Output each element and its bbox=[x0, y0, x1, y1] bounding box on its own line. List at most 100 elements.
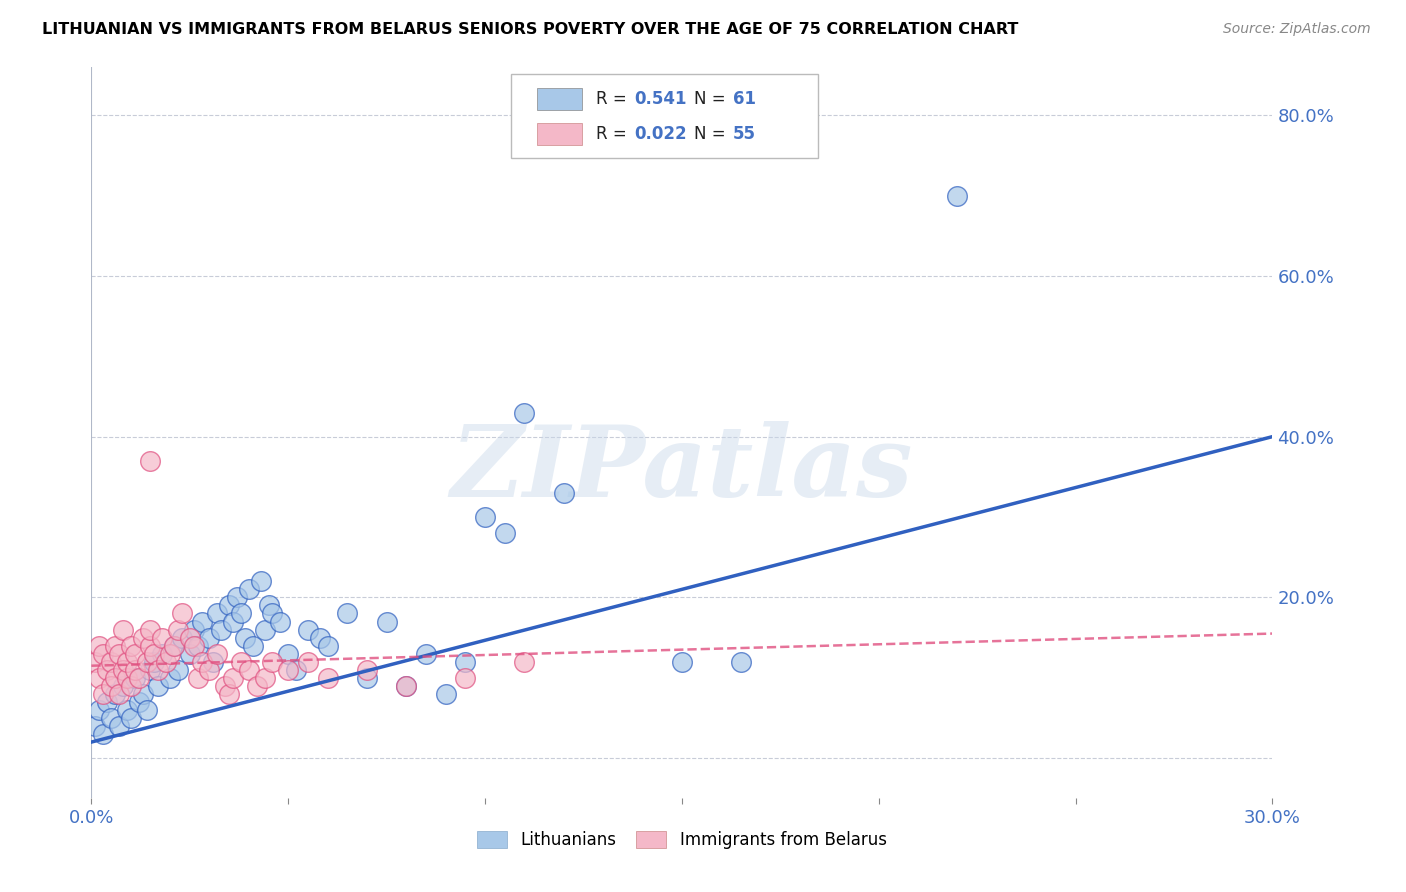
Point bbox=[148, 663, 170, 677]
Point bbox=[395, 679, 418, 693]
Point bbox=[238, 582, 260, 597]
Point bbox=[336, 607, 359, 621]
Point bbox=[120, 711, 142, 725]
Point bbox=[183, 623, 205, 637]
Point bbox=[84, 655, 107, 669]
Point bbox=[277, 663, 299, 677]
Point bbox=[167, 623, 190, 637]
Point bbox=[100, 711, 122, 725]
Point bbox=[89, 703, 111, 717]
Point bbox=[170, 607, 193, 621]
Point bbox=[356, 663, 378, 677]
Point bbox=[253, 623, 276, 637]
Point bbox=[124, 663, 146, 677]
Point bbox=[96, 663, 118, 677]
Point bbox=[207, 647, 229, 661]
Point bbox=[262, 655, 284, 669]
Point bbox=[375, 615, 398, 629]
Point bbox=[128, 695, 150, 709]
Point bbox=[115, 703, 138, 717]
Point bbox=[104, 687, 127, 701]
Point bbox=[91, 727, 114, 741]
Point bbox=[285, 663, 308, 677]
Point bbox=[111, 623, 134, 637]
Point bbox=[159, 647, 181, 661]
Point bbox=[297, 655, 319, 669]
Point bbox=[395, 679, 418, 693]
Point bbox=[108, 719, 131, 733]
Point bbox=[233, 631, 256, 645]
Point bbox=[297, 623, 319, 637]
Point bbox=[124, 647, 146, 661]
Legend: Lithuanians, Immigrants from Belarus: Lithuanians, Immigrants from Belarus bbox=[471, 824, 893, 855]
Point bbox=[143, 655, 166, 669]
Point bbox=[238, 663, 260, 677]
Text: Source: ZipAtlas.com: Source: ZipAtlas.com bbox=[1223, 22, 1371, 37]
Point bbox=[143, 647, 166, 661]
Point bbox=[108, 687, 131, 701]
Text: ZIPatlas: ZIPatlas bbox=[451, 421, 912, 517]
Point bbox=[190, 615, 212, 629]
Point bbox=[218, 687, 240, 701]
Point bbox=[262, 607, 284, 621]
Point bbox=[190, 655, 212, 669]
Point bbox=[120, 679, 142, 693]
Point bbox=[671, 655, 693, 669]
Point bbox=[155, 655, 177, 669]
Point bbox=[246, 679, 269, 693]
Point bbox=[139, 639, 162, 653]
Point bbox=[277, 647, 299, 661]
Point bbox=[167, 663, 190, 677]
Bar bbox=[537, 122, 582, 145]
Point bbox=[139, 663, 162, 677]
Point bbox=[124, 671, 146, 685]
Text: 0.541: 0.541 bbox=[634, 90, 688, 108]
Point bbox=[139, 454, 162, 468]
Point bbox=[179, 647, 201, 661]
Point bbox=[104, 671, 127, 685]
Point bbox=[474, 510, 496, 524]
Point bbox=[356, 671, 378, 685]
Point bbox=[100, 679, 122, 693]
Point bbox=[513, 405, 536, 419]
Point bbox=[89, 671, 111, 685]
Point bbox=[242, 639, 264, 653]
Point bbox=[179, 631, 201, 645]
Point bbox=[222, 615, 245, 629]
Point bbox=[222, 671, 245, 685]
Point bbox=[202, 655, 225, 669]
Point bbox=[91, 647, 114, 661]
Point bbox=[229, 607, 252, 621]
Point bbox=[89, 639, 111, 653]
Point bbox=[198, 663, 221, 677]
Point bbox=[946, 188, 969, 202]
Point bbox=[111, 679, 134, 693]
Point bbox=[131, 687, 153, 701]
Point bbox=[104, 639, 127, 653]
Point bbox=[150, 647, 173, 661]
Bar bbox=[537, 87, 582, 111]
Point bbox=[187, 671, 209, 685]
Point bbox=[111, 663, 134, 677]
Point bbox=[96, 695, 118, 709]
Text: R =: R = bbox=[596, 125, 631, 143]
Point bbox=[135, 655, 157, 669]
Point bbox=[209, 623, 232, 637]
Point bbox=[91, 687, 114, 701]
Text: R =: R = bbox=[596, 90, 631, 108]
Text: N =: N = bbox=[693, 90, 731, 108]
Point bbox=[218, 599, 240, 613]
Point bbox=[183, 639, 205, 653]
Point bbox=[115, 671, 138, 685]
Point bbox=[316, 639, 339, 653]
Point bbox=[249, 574, 271, 589]
Point bbox=[494, 526, 516, 541]
Point bbox=[253, 671, 276, 685]
Text: N =: N = bbox=[693, 125, 731, 143]
Point bbox=[415, 647, 437, 661]
Point bbox=[128, 671, 150, 685]
Point bbox=[115, 655, 138, 669]
Point bbox=[84, 719, 107, 733]
Point bbox=[131, 631, 153, 645]
Point bbox=[159, 671, 181, 685]
